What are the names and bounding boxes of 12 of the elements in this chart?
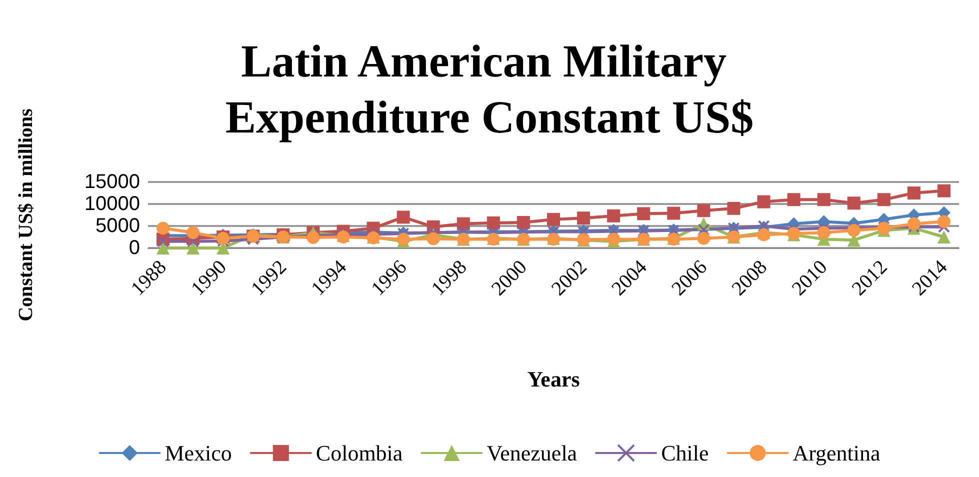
legend-label: Argentina: [792, 440, 881, 466]
legend-label: Mexico: [164, 440, 232, 466]
legend-label: Colombia: [316, 440, 403, 466]
y-tick-label: 15000: [84, 171, 140, 193]
legend-label: Chile: [661, 440, 709, 466]
chart-title: Latin American Military Expenditure Constant US$: [225, 36, 754, 142]
y-tick-label: 5000: [96, 215, 140, 237]
legend-label: Venezuela: [486, 440, 578, 466]
y-tick-label: 10000: [84, 193, 140, 215]
x-axis-title: Years: [527, 366, 580, 392]
y-axis-title: Constant US$ in millions: [15, 108, 37, 322]
y-tick-label: 0: [128, 237, 140, 259]
